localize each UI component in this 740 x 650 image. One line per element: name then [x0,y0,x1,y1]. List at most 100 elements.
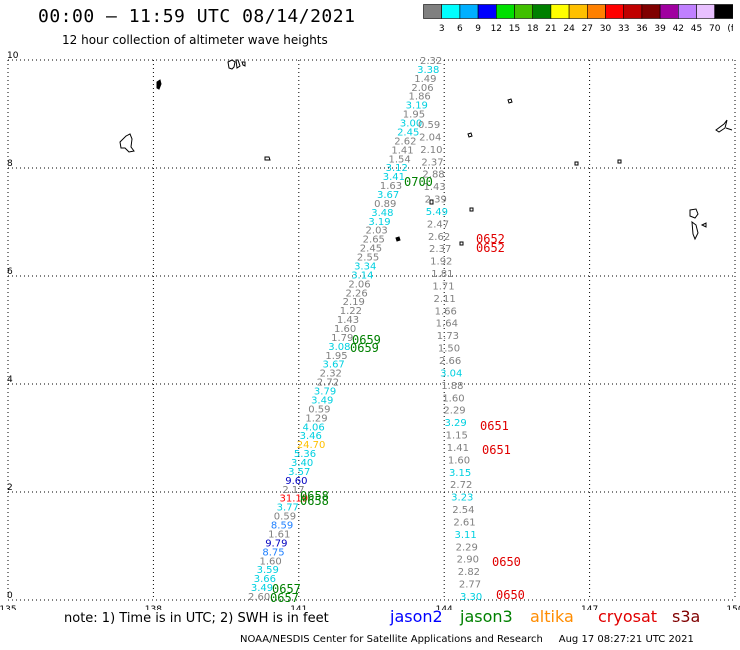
colorbar-label: 70 [709,24,721,34]
island-outline [227,59,246,70]
wave-height-reading: 0.59 [308,404,330,415]
wave-height-reading: 1.79 [331,333,353,344]
wave-height-reading: 1.63 [380,181,402,192]
wave-height-reading: 3.40 [291,458,313,469]
wave-height-reading: 2.66 [439,356,461,367]
wave-height-reading: 2.37 [429,244,451,255]
wave-height-reading: 24.70 [297,440,326,451]
wave-height-reading: 2.04 [419,132,441,143]
colorbar-label: 33 [618,24,629,34]
lat-lon-grid [7,59,736,601]
wave-height-reading: 3.08 [328,342,350,353]
pass-time-label: 0657 [270,591,299,605]
altimeter-map: 1351381411441471500246810 2.603.493.663.… [0,51,740,610]
wave-height-reading: 2.06 [348,279,370,290]
colorbar-swatch [714,4,733,19]
wave-height-reading: 1.95 [403,110,425,121]
wave-height-reading: 1.73 [437,331,459,342]
wave-height-reading: 2.32 [420,56,442,67]
wave-height-reading: 3.15 [449,468,471,479]
wave-height-reading: 3.41 [383,172,405,183]
colorbar-label: 12 [491,24,502,34]
pass-time-label: 0659 [352,333,381,347]
lon-tick-label: 144 [436,605,453,610]
pass-time-label: 0657 [272,582,301,596]
wave-height-readings: 2.603.493.663.591.608.759.791.618.590.59… [248,56,482,603]
satellite-legend-jason3: jason3 [460,607,513,626]
wave-height-reading: 1.60 [334,324,356,335]
wave-height-reading: 2.11 [433,294,455,305]
island-outline [467,132,473,138]
wave-height-reading: 3.48 [371,208,393,219]
lat-tick-label: 0 [7,591,13,601]
wave-height-reading: 5.36 [294,449,316,460]
wave-height-reading: 2.39 [425,195,447,206]
wave-height-reading: 1.86 [409,92,431,103]
wave-height-reading: 9.79 [265,538,287,549]
island-outline [617,159,622,164]
colorbar-label: 3 [439,24,445,34]
wave-height-reading: 2.45 [397,127,419,138]
island-outline [507,98,513,104]
wave-height-reading: 1.50 [438,344,460,355]
colorbar-label: 30 [600,24,612,34]
wave-height-reading: 3.34 [354,261,376,272]
wave-height-reading: 1.60 [442,393,464,404]
colorbar-label: 42 [673,24,684,34]
island-outline [264,156,271,161]
pass-time-label: 0658 [300,494,329,508]
satellite-legend-cryosat: cryosat [598,607,658,626]
lon-tick-label: 135 [0,605,17,610]
wave-height-reading: 0.59 [418,120,440,131]
wave-height-reading: 3.19 [368,217,390,228]
colorbar-label: 18 [527,24,539,34]
pass-time-label: 0651 [480,419,509,433]
colorbar-label: 21 [545,24,556,34]
lat-tick-label: 4 [7,375,13,385]
wave-height-reading: 0.59 [274,512,296,523]
colorbar-label: 6 [457,24,463,34]
island-outline [689,208,699,241]
wave-height-reading: 2.10 [420,145,442,156]
wave-height-reading: 3.67 [377,190,399,201]
coastlines [119,59,733,246]
wave-height-reading: 2.88 [422,170,444,181]
island-outline [429,199,434,205]
wave-height-reading: 2.29 [456,542,478,553]
wave-height-reading: 2.45 [360,244,382,255]
wave-height-reading: 2.62 [394,136,416,147]
wave-height-reading: 1.29 [305,413,327,424]
wave-height-reading: 1.54 [388,154,410,165]
pass-time-label: 0650 [492,555,521,569]
wave-height-reading: 2.06 [411,83,433,94]
wave-height-reading: 3.66 [254,574,276,585]
wave-height-reading: 1.43 [424,182,446,193]
wave-height-reading: 1.41 [447,443,469,454]
island-outline [700,222,707,228]
island-outline [395,236,401,242]
wave-height-reading: 1.92 [430,257,452,268]
wave-height-reading: 1.60 [448,455,470,466]
wave-height-reading: 1.41 [391,145,413,156]
colorbar-unit: (ft) [727,24,733,34]
pass-time-label: 0651 [482,443,511,457]
wave-height-reading: 1.88 [441,381,463,392]
wave-height-reading: 2.54 [452,505,474,516]
colorbar-label: 15 [509,24,520,34]
wave-height-reading: 2.03 [366,226,388,237]
lat-tick-label: 6 [7,267,13,277]
colorbar-label: 39 [654,24,666,34]
wave-height-reading: 8.59 [271,521,293,532]
units-note: note: 1) Time is in UTC; 2) SWH is in fe… [64,611,329,626]
island-outline [715,119,733,133]
wave-height-reading: 3.19 [406,101,428,112]
wave-height-reading: 3.30 [460,592,482,603]
island-outline [119,133,135,153]
wave-height-reading: 2.55 [357,253,379,264]
pass-time-label: 0650 [496,588,525,602]
pass-time-label: 0659 [350,341,379,355]
wave-height-reading: 1.71 [432,281,454,292]
wave-height-reading: 2.61 [453,517,475,528]
wave-height-reading: 9.60 [285,476,307,487]
